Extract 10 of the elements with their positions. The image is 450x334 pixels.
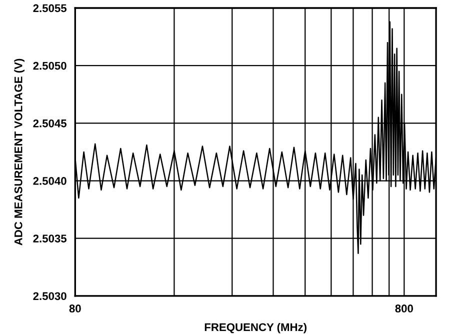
y-tick-label: 2.5040 [33, 177, 66, 185]
x-axis-title: FREQUENCY (MHz) [204, 322, 306, 334]
y-tick-label: 2.5035 [33, 234, 67, 242]
y-tick-label: 2.5030 [33, 292, 66, 300]
x-tick-label: 80 [69, 304, 81, 312]
y-tick-label: 2.5055 [33, 4, 67, 12]
x-tick-label: 800 [395, 304, 413, 312]
y-axis-title: ADC MEASUREMENT VOLTAGE (V) [14, 58, 24, 246]
y-tick-label: 2.5050 [33, 62, 66, 70]
y-tick-label: 2.5045 [33, 119, 67, 128]
